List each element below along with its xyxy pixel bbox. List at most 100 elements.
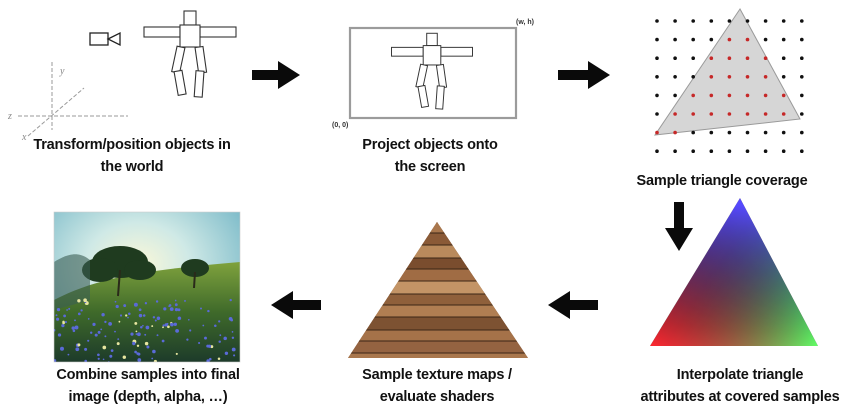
flower-dot xyxy=(56,307,61,312)
flower-dot xyxy=(200,307,202,310)
flower-dot xyxy=(60,346,64,351)
sample-dot xyxy=(763,19,768,23)
screen-bottom-left-label: (0, 0) xyxy=(332,122,348,129)
caption-interpolate: Interpolate triangle attributes at cover… xyxy=(640,364,840,408)
caption-project: Project objects onto the screen xyxy=(340,134,520,178)
sample-dot xyxy=(800,56,804,60)
covered-sample-dot xyxy=(709,112,714,116)
caption-sample: Sample triangle coverage xyxy=(622,170,822,192)
flower-dot xyxy=(186,338,189,341)
flower-dot xyxy=(156,316,161,321)
caption-texture: Sample texture maps / evaluate shaders xyxy=(340,364,534,408)
covered-sample-dot xyxy=(781,112,786,116)
flower-dot xyxy=(101,313,105,317)
flower-dot xyxy=(224,351,229,355)
flower-dot xyxy=(133,302,138,307)
flower-dot xyxy=(77,299,81,303)
sample-dot xyxy=(691,56,695,60)
flower-dot xyxy=(156,334,159,337)
caption-transform-line2: the world xyxy=(100,159,164,175)
sample-dot xyxy=(691,149,695,153)
flower-dot xyxy=(102,345,107,350)
flower-dot xyxy=(167,325,170,329)
flower-dot xyxy=(54,328,56,332)
flower-dot xyxy=(162,326,164,329)
covered-sample-dot xyxy=(691,93,695,98)
covered-sample-dot xyxy=(727,75,732,79)
arrow-interpolate-to-texture xyxy=(548,291,598,319)
camera-icon xyxy=(89,31,121,47)
flower-dot xyxy=(166,322,169,325)
flower-dot xyxy=(97,357,100,360)
flower-dot xyxy=(173,322,177,326)
flower-dot xyxy=(119,314,123,317)
flower-dot xyxy=(57,333,62,337)
sample-dot xyxy=(691,75,695,79)
flower-dot xyxy=(206,359,210,362)
wood-plank xyxy=(348,353,528,358)
caption-texture-line2: evaluate shaders xyxy=(379,389,495,405)
flower-dot xyxy=(231,347,236,352)
flower-dot xyxy=(75,347,80,352)
flower-dot xyxy=(214,324,217,327)
sample-dot xyxy=(691,130,695,135)
sample-dot xyxy=(655,93,659,98)
flower-dot xyxy=(151,325,154,328)
sample-dot xyxy=(673,56,677,60)
flower-dot xyxy=(146,345,150,349)
flower-dot xyxy=(135,330,138,333)
covered-sample-dot xyxy=(673,130,677,135)
flower-dot xyxy=(66,309,69,311)
sample-dot xyxy=(745,19,750,23)
flower-dot xyxy=(144,302,148,305)
flower-dot xyxy=(135,333,138,335)
arrow-sample-to-interpolate xyxy=(665,202,693,251)
flower-dot xyxy=(184,299,186,302)
axis-x-label: x xyxy=(21,132,27,143)
flower-dot xyxy=(77,343,81,347)
wood-plank xyxy=(348,317,528,330)
arrow-texture-to-combine xyxy=(271,291,321,319)
arrow-project-to-sample xyxy=(558,61,610,89)
sample-dot xyxy=(655,37,659,42)
wood-plank xyxy=(348,305,528,317)
flower-dot xyxy=(128,312,131,316)
textured-triangle xyxy=(348,222,528,358)
flower-dot xyxy=(68,307,71,310)
sample-dot xyxy=(745,149,750,153)
axis-y-label: y xyxy=(59,66,65,77)
flower-dot xyxy=(97,353,100,357)
sample-dot xyxy=(763,37,768,42)
flower-dot xyxy=(142,324,144,327)
flower-dot xyxy=(177,316,182,321)
flower-dot xyxy=(153,359,157,362)
flower-dot xyxy=(137,332,141,337)
covered-sample-dot xyxy=(691,112,695,116)
caption-transform-line1: Transform/position objects in xyxy=(33,137,231,153)
covered-sample-dot xyxy=(745,112,750,116)
sample-dot xyxy=(709,130,714,135)
caption-interpolate-line1: Interpolate triangle xyxy=(676,367,804,383)
flower-dot xyxy=(189,329,192,332)
covered-sample-dot xyxy=(745,56,750,60)
flower-dot xyxy=(87,318,90,320)
sample-dot xyxy=(763,130,768,135)
flower-dot xyxy=(136,344,140,348)
flower-dot xyxy=(127,316,129,319)
flower-dot xyxy=(207,344,212,348)
covered-sample-dot xyxy=(781,93,786,98)
interpolated-triangle xyxy=(650,198,818,346)
flower-dot xyxy=(138,308,142,312)
flower-dot xyxy=(80,309,83,312)
flower-dot xyxy=(168,305,171,308)
flower-dot xyxy=(92,322,96,327)
flower-dot xyxy=(123,304,127,308)
flower-dot xyxy=(77,312,81,316)
sample-grid xyxy=(655,19,804,153)
flower-dot xyxy=(217,357,221,361)
covered-sample-dot xyxy=(745,37,750,42)
flower-dot xyxy=(174,307,179,312)
covered-sample-dot xyxy=(745,75,750,79)
flower-dot xyxy=(151,357,154,360)
flower-dot xyxy=(218,320,221,323)
